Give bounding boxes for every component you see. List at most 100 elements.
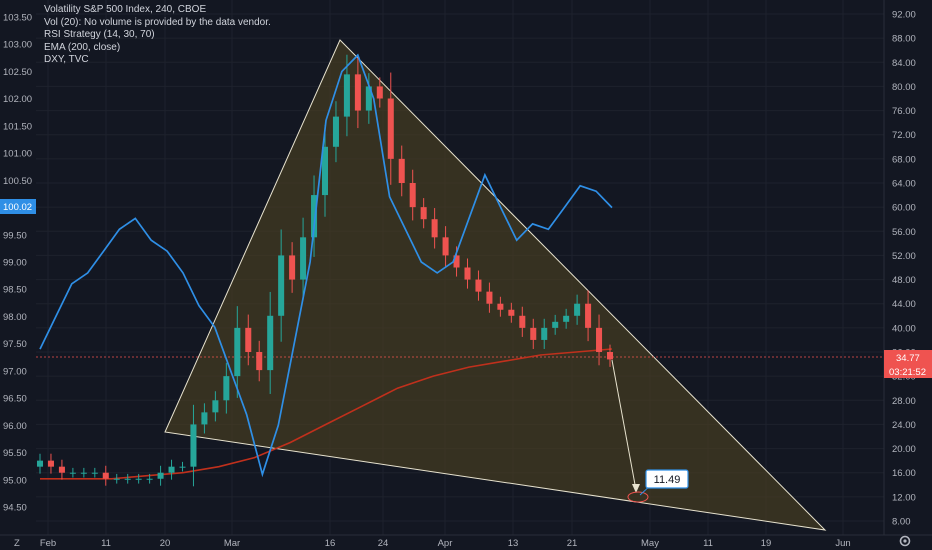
candle-body [289, 255, 296, 280]
candle-body [179, 466, 186, 468]
candle-body [69, 472, 76, 474]
current-price-tag [884, 350, 932, 364]
right-axis-tick-label: 76.00 [892, 106, 916, 117]
candle-body [124, 478, 131, 480]
left-axis-tick-label: 98.00 [3, 312, 27, 323]
candle-body [354, 74, 361, 111]
candle-body [234, 327, 241, 377]
ema-200-line [40, 348, 613, 480]
candle-body [541, 327, 548, 340]
time-axis-tick-label: May [641, 538, 659, 549]
candle-body [157, 472, 164, 479]
countdown-tag [884, 364, 932, 378]
left-axis-tick-label: 99.00 [3, 258, 27, 269]
left-axis-tick-label: 102.50 [3, 67, 32, 78]
time-axis-tick-label: Feb [40, 538, 56, 549]
right-axis-tick-label: 56.00 [892, 227, 916, 238]
time-axis-tick-label: 13 [508, 538, 519, 549]
right-axis-tick-label: 64.00 [892, 179, 916, 190]
candle-body [245, 327, 252, 352]
candle-body [585, 303, 592, 328]
time-axis-tick-label: Apr [438, 538, 453, 549]
left-axis-tick-label: 96.50 [3, 394, 27, 405]
candle-body [376, 86, 383, 99]
right-axis-tick-label: 88.00 [892, 34, 916, 45]
right-axis-tick-label: 8.00 [892, 517, 911, 528]
candle-body [387, 98, 394, 159]
right-axis-tick-label: 20.00 [892, 444, 916, 455]
time-axis-tick-label: 11 [101, 538, 111, 549]
target-circle[interactable] [627, 491, 649, 503]
candle-body [168, 466, 175, 473]
projection-arrow [611, 359, 637, 491]
time-axis-tick-label: 11 [703, 538, 713, 549]
candle-body [519, 315, 526, 328]
left-axis-current-tag [0, 199, 36, 214]
legend-ema[interactable]: EMA (200, close) [44, 41, 121, 53]
legend-volume[interactable]: Vol (20): No volume is provided by the d… [44, 16, 271, 28]
time-axis-tick-label: 16 [325, 538, 336, 549]
triangle-pattern[interactable] [164, 39, 827, 531]
candle-body [606, 352, 614, 360]
candle-body [332, 116, 339, 147]
candle-body [212, 400, 219, 413]
left-axis-tick-label: 101.00 [3, 149, 32, 160]
current-price-value: 34.77 [896, 353, 920, 364]
right-axis-tick-label: 16.00 [892, 468, 916, 479]
candle-body [442, 237, 449, 256]
left-axis-tick-label: 100.50 [3, 176, 32, 187]
chart-legend: Volatility S&P 500 Index, 240, CBOE Vol … [44, 4, 271, 67]
time-axis-tick-label: 20 [160, 538, 171, 549]
legend-title[interactable]: Volatility S&P 500 Index, 240, CBOE [44, 4, 207, 15]
zoom-icon[interactable]: Z [14, 538, 20, 549]
gear-icon[interactable] [899, 535, 911, 547]
time-axis-tick-label: 24 [378, 538, 389, 549]
left-axis-tick-label: 99.50 [3, 230, 27, 241]
left-axis-tick-label: 95.00 [3, 475, 27, 486]
right-axis-tick-label: 40.00 [892, 323, 916, 334]
left-axis-tick-label: 96.00 [3, 421, 27, 432]
legend-rsi[interactable]: RSI Strategy (14, 30, 70) [44, 29, 155, 40]
candle-body [300, 237, 307, 280]
candle-body [190, 424, 197, 467]
left-axis-tick-label: 103.00 [3, 40, 32, 51]
candle-body [321, 146, 329, 196]
left-axis-tick-label: 95.50 [3, 448, 27, 459]
candle-body [102, 472, 109, 479]
candle-body [563, 315, 570, 322]
annotation-box[interactable] [645, 469, 689, 489]
left-axis-tick-label: 102.00 [3, 94, 32, 105]
legend-dxy[interactable]: DXY, TVC [44, 54, 89, 65]
annotation-label: 11.49 [654, 474, 681, 486]
candle-body [453, 255, 460, 268]
candle-body [278, 255, 285, 316]
candle-body [201, 412, 208, 425]
candle-body [398, 158, 405, 183]
candle-body [267, 315, 274, 371]
candle-body [47, 460, 54, 467]
candle-body [486, 291, 493, 304]
left-axis-tick-label: 101.50 [3, 121, 32, 132]
candle-body [80, 472, 87, 474]
right-axis-tick-label: 80.00 [892, 82, 916, 93]
candle-body [135, 478, 142, 480]
candle-body [343, 74, 350, 117]
candle-body [552, 321, 559, 328]
projection-arrow-head [632, 484, 640, 493]
candle-body [574, 303, 581, 316]
dxy-line [39, 53, 613, 478]
left-axis-current-value: 100.02 [3, 202, 32, 213]
right-axis-tick-label: 60.00 [892, 203, 916, 214]
candle-body [365, 86, 372, 111]
right-axis-tick-label: 68.00 [892, 154, 916, 165]
time-axis-tick-label: 21 [567, 538, 578, 549]
candle-body [113, 478, 120, 480]
candlesticks [36, 54, 614, 487]
candle-body [596, 327, 603, 352]
left-axis-tick-label: 97.00 [3, 366, 27, 377]
candle-body [497, 303, 504, 310]
left-axis-tick-label: 97.50 [3, 339, 27, 350]
left-axis-tick-label: 103.50 [3, 13, 32, 24]
countdown-value: 03:21:52 [889, 367, 926, 378]
